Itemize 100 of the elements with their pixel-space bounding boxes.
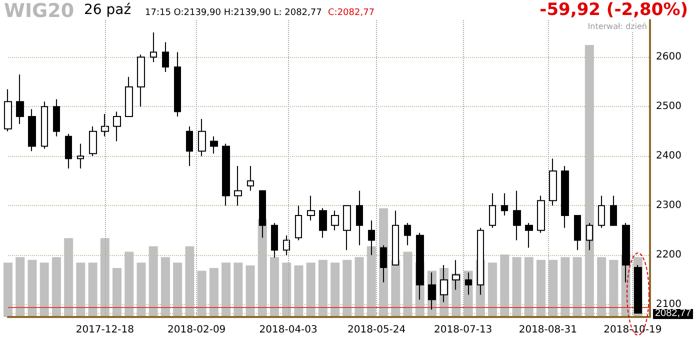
candlestick bbox=[125, 76, 133, 118]
x-tick-label: 2017-12-18 bbox=[76, 324, 134, 336]
candlestick bbox=[77, 143, 84, 169]
bar bbox=[52, 257, 61, 317]
bar bbox=[536, 260, 546, 317]
bar bbox=[4, 262, 12, 317]
y-tick-label: 2100 bbox=[656, 299, 682, 310]
candlestick bbox=[89, 126, 97, 157]
bar bbox=[28, 260, 37, 317]
bar bbox=[185, 246, 194, 317]
bar bbox=[330, 262, 340, 317]
candlestick bbox=[610, 195, 617, 226]
candlestick bbox=[174, 52, 181, 118]
candlestick bbox=[150, 32, 157, 63]
y-tick-label: 2300 bbox=[656, 200, 682, 212]
x-tick-label: 2018-05-24 bbox=[348, 324, 406, 336]
candlestick bbox=[283, 234, 290, 256]
candlestick bbox=[574, 215, 581, 251]
bar bbox=[500, 254, 510, 317]
bar bbox=[306, 262, 316, 317]
y-tick-label: 2400 bbox=[656, 150, 682, 162]
text: 17:15 O:2139,90 H:2139,90 L: 2082,77 bbox=[145, 8, 322, 18]
bar bbox=[246, 265, 255, 317]
candlestick bbox=[198, 118, 206, 157]
candlestick bbox=[222, 143, 230, 206]
candlestick bbox=[247, 166, 254, 192]
bar bbox=[160, 257, 170, 317]
candlestick bbox=[28, 108, 36, 152]
candlestick bbox=[331, 210, 339, 231]
candlestick bbox=[549, 158, 557, 206]
bar bbox=[222, 262, 231, 317]
bar bbox=[609, 260, 618, 317]
bar bbox=[560, 257, 570, 317]
candlestick bbox=[319, 208, 327, 238]
candlestick bbox=[501, 192, 508, 216]
candlestick bbox=[113, 111, 121, 142]
candlestick bbox=[210, 136, 218, 154]
bar bbox=[270, 257, 279, 317]
x-tick-label: 2018-07-13 bbox=[434, 324, 492, 336]
bar bbox=[173, 262, 182, 317]
bar bbox=[584, 45, 594, 317]
candlestick bbox=[16, 74, 24, 124]
candlestick bbox=[489, 192, 496, 228]
bar bbox=[136, 262, 146, 317]
bar bbox=[294, 265, 304, 317]
y-tick-label: 2500 bbox=[656, 101, 682, 112]
bar bbox=[403, 252, 412, 317]
bar bbox=[524, 257, 534, 317]
candlestick bbox=[525, 222, 533, 248]
chart-subtitle: 26 paź bbox=[84, 2, 132, 18]
candlestick bbox=[186, 126, 193, 167]
candlestick bbox=[586, 222, 593, 251]
bar bbox=[124, 252, 134, 317]
text: C:2082,77 bbox=[328, 8, 375, 18]
candlestick bbox=[65, 133, 72, 169]
bar bbox=[112, 268, 122, 317]
candlestick bbox=[53, 98, 60, 137]
bar bbox=[197, 270, 206, 317]
candlestick bbox=[4, 88, 12, 132]
bar bbox=[342, 260, 352, 317]
bar bbox=[40, 262, 49, 317]
candlestick bbox=[41, 101, 48, 150]
candlestick bbox=[295, 205, 302, 241]
bar bbox=[488, 262, 498, 317]
bar bbox=[548, 260, 558, 317]
annotation: Interwał: dzień bbox=[586, 22, 648, 31]
candlestick bbox=[356, 190, 363, 246]
x-tick-label: 2018-02-09 bbox=[168, 324, 226, 336]
candlestick bbox=[598, 195, 605, 228]
candlestick bbox=[101, 114, 109, 137]
candlestick bbox=[137, 54, 145, 108]
bar bbox=[76, 262, 86, 317]
candlestick bbox=[162, 42, 169, 72]
x-tick-label: 2018-10-19 bbox=[604, 324, 662, 336]
bar bbox=[209, 268, 218, 317]
bar bbox=[597, 257, 606, 317]
candlestick bbox=[234, 166, 242, 206]
candlestick bbox=[513, 190, 521, 241]
bar bbox=[100, 238, 110, 317]
bar bbox=[148, 246, 158, 317]
bar bbox=[572, 257, 582, 317]
candlestick bbox=[537, 195, 545, 234]
text: -59,92 (-2,80%) bbox=[540, 0, 688, 20]
candlestick bbox=[404, 222, 411, 246]
y-tick-label: 2200 bbox=[656, 250, 682, 261]
bar bbox=[366, 246, 376, 317]
chart-title: WIG20 bbox=[4, 0, 74, 22]
y-tick-label: 2082,77 bbox=[653, 308, 694, 320]
bar bbox=[318, 260, 328, 317]
y-tick-label: 2600 bbox=[656, 52, 682, 63]
x-tick-label: 2018-04-03 bbox=[259, 324, 318, 336]
bar bbox=[234, 262, 243, 317]
candlestick bbox=[561, 166, 569, 228]
candlestick bbox=[343, 205, 351, 251]
bar bbox=[64, 238, 74, 317]
bar bbox=[512, 257, 522, 317]
bar bbox=[88, 262, 98, 317]
bar bbox=[16, 257, 25, 317]
bar bbox=[354, 257, 364, 317]
candlestick bbox=[307, 195, 315, 221]
